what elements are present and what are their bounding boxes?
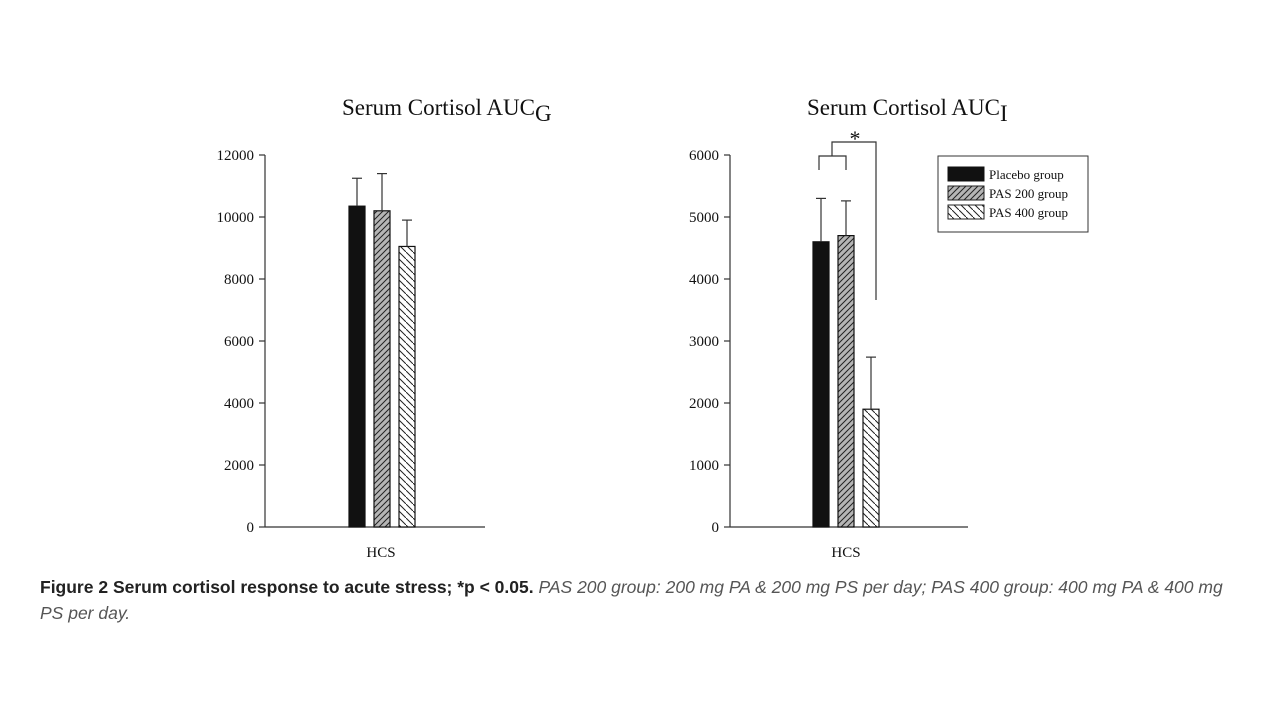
y-tick-label: 0 bbox=[247, 520, 255, 536]
legend: Placebo group PAS 200 group PAS 400 grou… bbox=[937, 155, 1089, 233]
legend-swatch-pas400 bbox=[947, 204, 985, 220]
bars-right bbox=[812, 197, 880, 528]
y-tick-label: 1000 bbox=[689, 458, 719, 474]
y-tick-label: 2000 bbox=[224, 458, 254, 474]
significance-bracket-inner bbox=[818, 155, 847, 170]
significance-asterisk: * bbox=[850, 126, 861, 151]
y-tick-label: 2000 bbox=[689, 396, 719, 412]
legend-label-placebo: Placebo group bbox=[989, 167, 1064, 182]
caption-label: Figure 2 bbox=[40, 577, 109, 597]
bar-pas400 bbox=[398, 245, 416, 528]
chart-title-right: Serum Cortisol AUCI bbox=[807, 95, 1008, 126]
y-tick-label: 4000 bbox=[689, 272, 719, 288]
caption-text: PAS 200 group: 200 mg PA & 200 mg PS per… bbox=[40, 577, 1223, 623]
y-tick-label: 0 bbox=[712, 520, 720, 536]
y-tick-label: 6000 bbox=[689, 148, 719, 164]
x-category-label-left: HCS bbox=[366, 545, 395, 561]
significance-bracket-outer bbox=[831, 141, 877, 300]
bar-placebo bbox=[348, 205, 366, 528]
y-tick-label: 10000 bbox=[217, 210, 255, 226]
x-category-label-right: HCS bbox=[831, 545, 860, 561]
chart-panel-glucose: Serum Cortisol AUCG 0 2000 4000 6000 8000 100… bbox=[217, 95, 552, 561]
bars-left bbox=[348, 173, 416, 528]
bar-pas200 bbox=[837, 235, 855, 528]
y-tick-label: 12000 bbox=[217, 148, 255, 164]
bar-placebo bbox=[812, 241, 830, 528]
chart-panel-increase: Serum Cortisol AUCI 0 1000 2000 3000 4000 500… bbox=[689, 95, 1089, 561]
y-tick-label: 4000 bbox=[224, 396, 254, 412]
bar-pas400 bbox=[862, 408, 880, 528]
y-tick-label: 6000 bbox=[224, 334, 254, 350]
chart-title-left: Serum Cortisol AUCG bbox=[342, 95, 552, 126]
y-tick-label: 5000 bbox=[689, 210, 719, 226]
legend-label-pas400: PAS 400 group bbox=[989, 205, 1068, 220]
caption-title: Serum cortisol response to acute stress;… bbox=[112, 577, 534, 597]
bar-pas200 bbox=[373, 210, 391, 528]
y-ticks-right: 0 1000 2000 3000 4000 5000 6000 bbox=[689, 148, 730, 536]
legend-swatch-pas200 bbox=[947, 185, 985, 201]
legend-label-pas200: PAS 200 group bbox=[989, 186, 1068, 201]
figure-caption: Figure 2 Serum cortisol response to acut… bbox=[40, 574, 1240, 626]
y-tick-label: 8000 bbox=[224, 272, 254, 288]
y-ticks-left: 0 2000 4000 6000 8000 10000 12000 bbox=[217, 148, 265, 536]
y-tick-label: 3000 bbox=[689, 334, 719, 350]
legend-swatch-placebo bbox=[947, 166, 985, 182]
